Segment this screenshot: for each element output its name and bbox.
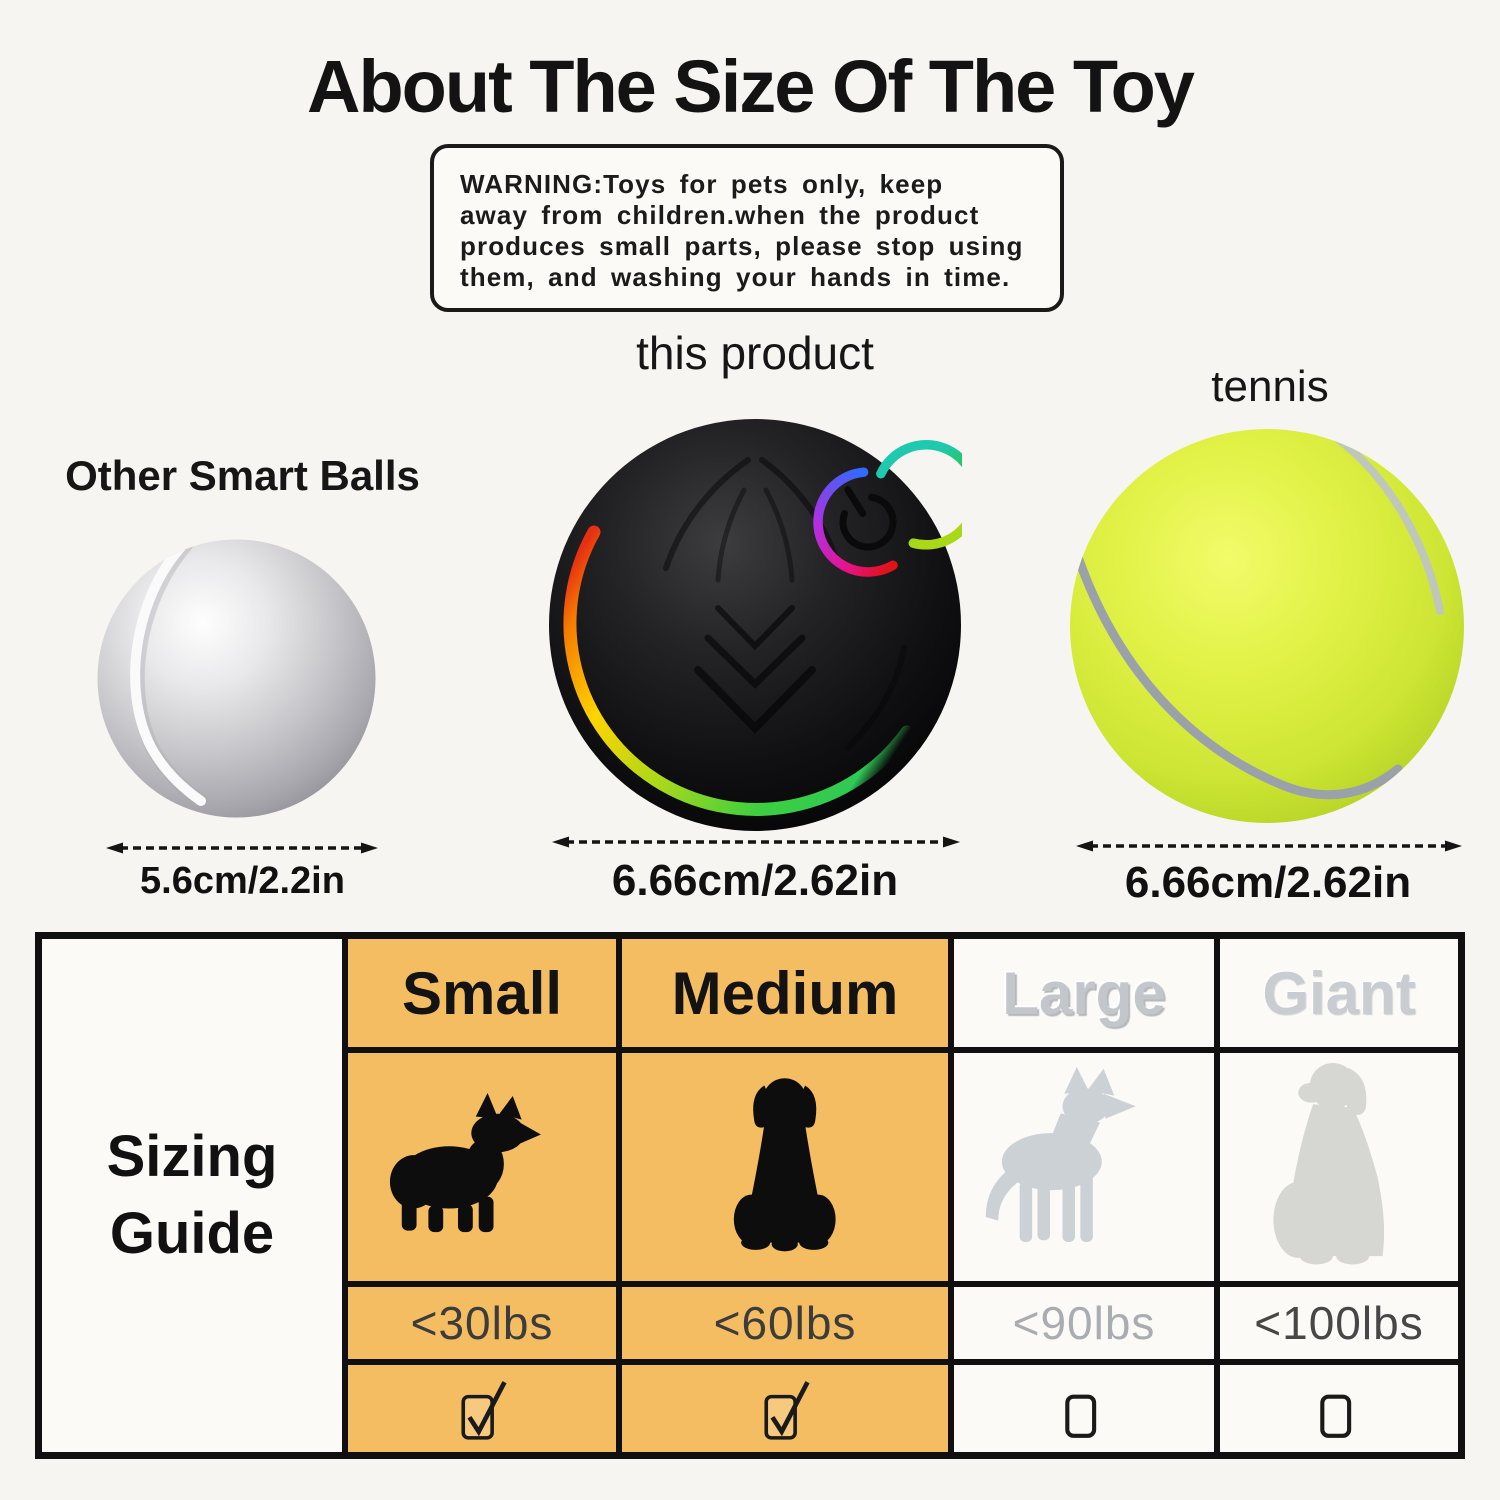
checkbox-small — [348, 1365, 616, 1452]
warning-text: produces small parts, please stop using — [460, 231, 1024, 261]
weight-medium: <60lbs — [622, 1287, 948, 1359]
checkbox-large — [954, 1365, 1214, 1452]
puppy-icon — [734, 1078, 836, 1252]
weight-small: <30lbs — [348, 1287, 616, 1359]
other-smart-ball-image — [97, 539, 376, 818]
size-product-ball: 6.66cm/2.62in — [611, 856, 899, 905]
column-header-large: Large — [954, 939, 1214, 1047]
checked-checkbox-icon — [461, 1380, 507, 1440]
checkbox-giant — [1220, 1365, 1458, 1452]
dog-cell-large — [954, 1053, 1214, 1281]
dog-cell-small — [348, 1053, 616, 1281]
dimension-arrow — [1076, 840, 1462, 852]
warning-text: away from children.when the product — [460, 200, 980, 230]
led-stripe — [563, 525, 914, 816]
empty-checkbox-icon — [1065, 1394, 1097, 1438]
warning-text: them, and washing your hands in time. — [460, 262, 1011, 292]
warning-box: WARNING:Toys for pets only, keep away fr… — [430, 144, 1064, 312]
warning-text: WARNING:Toys for pets only, keep — [460, 169, 944, 199]
tennis-seam — [1073, 552, 1403, 800]
column-header-small: Small — [348, 939, 616, 1047]
sizing-guide-table: Sizing Guide Small Medium Large Giant — [35, 932, 1465, 1459]
dog-cell-giant — [1220, 1053, 1458, 1281]
table-row-header: Sizing Guide — [42, 939, 342, 1452]
empty-checkbox-icon — [1320, 1394, 1352, 1438]
column-header-medium: Medium — [622, 939, 948, 1047]
tennis-ball-image — [1070, 429, 1464, 823]
dimension-arrow — [106, 842, 378, 854]
checked-checkbox-icon — [764, 1380, 810, 1440]
dog-cell-medium — [622, 1053, 948, 1281]
column-header-giant: Giant — [1220, 939, 1458, 1047]
weight-large: <90lbs — [954, 1287, 1214, 1359]
size-tennis-ball: 6.66cm/2.62in — [1124, 858, 1412, 907]
checkbox-medium — [622, 1365, 948, 1452]
label-this-product: this product — [636, 327, 874, 379]
corgi-icon — [390, 1093, 542, 1233]
ball-texture — [663, 457, 907, 751]
product-ball-image — [549, 419, 962, 831]
label-other-smart-balls: Other Smart Balls — [65, 452, 420, 499]
size-other-ball: 5.6cm/2.2in — [140, 860, 345, 902]
weight-giant: <100lbs — [1220, 1287, 1458, 1359]
shepherd-icon — [985, 1067, 1136, 1242]
page-title: About The Size Of The Toy — [307, 45, 1195, 128]
dimension-arrow — [552, 836, 960, 848]
label-tennis: tennis — [1211, 362, 1329, 411]
large-dog-icon — [1272, 1062, 1384, 1265]
power-button-icon — [813, 440, 962, 577]
tennis-seam — [1334, 435, 1444, 615]
